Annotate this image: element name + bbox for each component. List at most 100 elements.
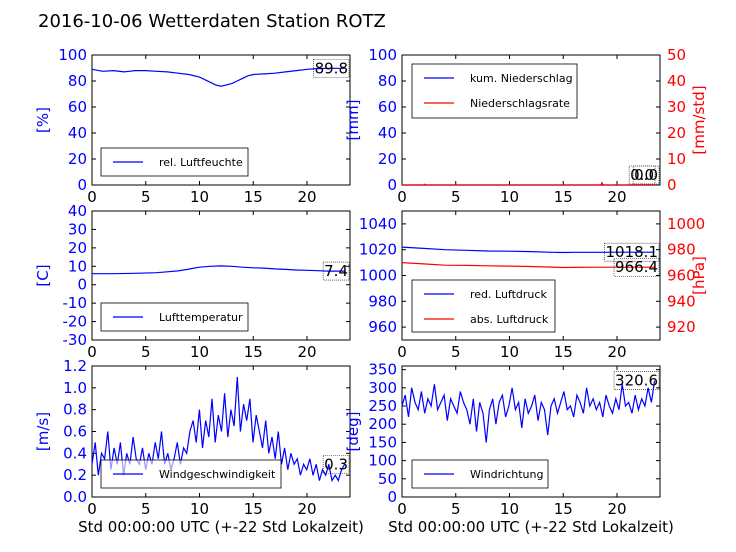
legend: Windrichtung [411,459,549,489]
y-tick-label: 0.6 [63,423,87,441]
y-tick-label: 0 [387,488,397,506]
y-tick-label: 150 [368,433,397,451]
legend-box [411,63,578,119]
value-annotation-box [604,242,660,262]
legend: rel. Luftfeuchte [100,147,249,177]
y-tick-label: -10 [63,294,88,312]
series-line-windgeschwindigkeit [91,376,346,483]
y-tick-label: 40 [68,202,87,220]
y2-tick-label: 980 [667,241,696,259]
y-tick-label: 40 [378,124,397,142]
x-tick-label: 5 [451,343,461,361]
x-tick-label: 5 [141,343,151,361]
series-line-lufttemperatur [92,265,345,275]
value-annotation-box [613,257,660,277]
y-tick-label: 100 [368,46,397,64]
y-tick-label: 100 [368,452,397,470]
x-tick-label: 15 [244,500,263,518]
x-tick-label: 10 [190,500,209,518]
figure-title: 2016-10-06 Wetterdaten Station ROTZ [38,11,386,32]
chart-panel-top-right: 0 5 10 15 20 0 20 40 60 80 100 0 10 20 30 40 50 [mm] [mm/s… [344,46,708,206]
value-annotation-box [613,371,660,390]
y2-tick-label: 20 [667,124,686,142]
y-tick-label: 30 [68,220,87,238]
legend-entry: Windgeschwindigkeit [159,468,276,481]
x-axis-label: Std 00:00:00 UTC (+-22 Std Lokalzeit) [388,518,674,536]
legend: Windgeschwindigkeit [100,459,282,489]
value-annotation: 89.8 [315,59,348,77]
value-annotation: 1018.1 [606,243,659,261]
x-axis-label: Std 00:00:00 UTC (+-22 Std Lokalzeit) [78,518,364,536]
y-tick-label: 20 [68,239,87,257]
value-annotation: 7.4 [324,262,348,280]
y-tick-label: 1.0 [63,379,87,397]
x-tick-label: 5 [451,500,461,518]
x-tick-label: 0 [397,188,407,206]
y2-axis-label: [mm/std] [690,85,708,154]
y-tick-label: 40 [68,124,87,142]
legend-entry: abs. Luftdruck [470,313,549,326]
x-tick-label: 20 [607,500,626,518]
x-tick-label: 20 [297,188,316,206]
x-tick-label: 15 [244,188,263,206]
y2-tick-label: 920 [667,318,696,336]
x-tick-label: 5 [451,188,461,206]
series-line-rel-luftfeuchte [91,67,345,87]
x-tick-label: 10 [500,500,519,518]
y-tick-label: 50 [378,470,397,488]
legend-entry: red. Luftdruck [470,288,547,301]
legend: red. Luftdruck abs. Luftdruck [411,279,556,333]
value-annotation: 320.6 [615,372,658,390]
x-tick-label: 10 [190,188,209,206]
series-line-niederschlagsrate [402,181,655,186]
series-line-abs-luftdruck [401,262,655,269]
axes-frame [401,365,661,498]
x-tick-label: 15 [244,343,263,361]
x-tick-label: 0 [87,500,97,518]
y-tick-label: 1000 [359,267,397,285]
y-tick-label: 300 [368,379,397,397]
y-tick-label: 1040 [359,215,397,233]
y-tick-label: 350 [368,361,397,379]
y-tick-label: 60 [68,98,87,116]
x-tick-label: 0 [87,343,97,361]
y-tick-label: 0.8 [63,401,87,419]
legend-box [411,279,556,333]
y-tick-label: 980 [368,292,397,310]
y-axis-label: [deg] [344,412,362,452]
y-tick-label: -30 [63,331,88,349]
legend: Lufttemperatur [100,302,249,332]
y-tick-label: 80 [68,72,87,90]
y-tick-label: 200 [368,415,397,433]
value-annotation-box [322,261,350,281]
y-axis-label: [%] [34,107,52,133]
y-tick-label: 0 [77,276,87,294]
y-tick-label: -20 [63,313,88,331]
y2-tick-label: 10 [667,150,686,168]
y-tick-label: 100 [58,46,87,64]
y-tick-label: 20 [378,150,397,168]
y-tick-label: 1.2 [63,357,87,375]
y2-axis-label: [hPa] [690,256,708,295]
value-annotation-box [313,58,350,78]
x-tick-label: 15 [554,500,573,518]
y-tick-label: 250 [368,397,397,415]
x-tick-label: 20 [297,500,316,518]
y2-tick-label: 960 [667,267,696,285]
value-annotation-box [628,165,656,185]
y-tick-label: 0 [77,176,87,194]
y2-tick-label: 40 [667,72,686,90]
value-annotation-box [322,454,350,474]
legend-entry: rel. Luftfeuchte [159,156,243,169]
y-tick-label: 0.4 [63,444,87,462]
x-tick-label: 0 [397,343,407,361]
y-tick-label: 80 [378,72,397,90]
chart-panel-top-left: 0 5 10 15 20 0 20 40 60 80 100 [%] rel. Luftfeuchte 8… [34,46,351,206]
legend-entry: Niederschlagsrate [470,97,570,110]
y-tick-label: 60 [378,98,397,116]
legend-entry: kum. Niederschlag [470,72,573,85]
x-tick-label: 10 [500,343,519,361]
y-tick-label: 0.0 [63,488,87,506]
